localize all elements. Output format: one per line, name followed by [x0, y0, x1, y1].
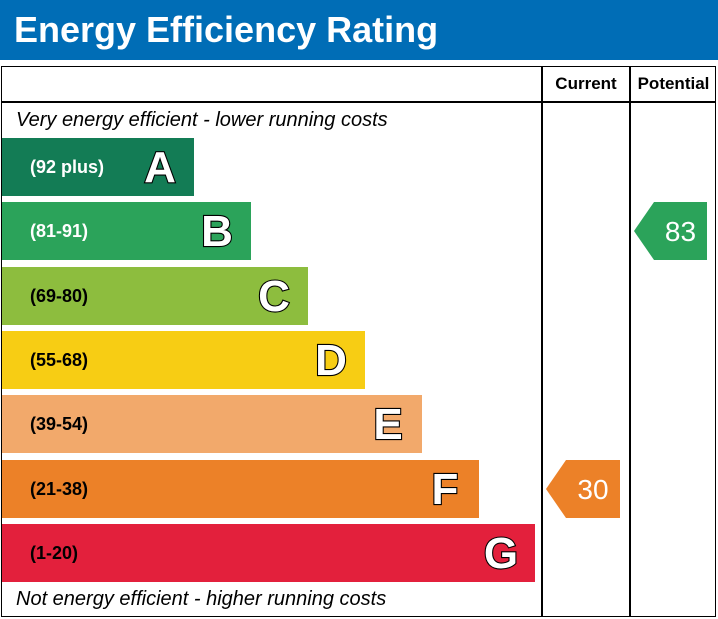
band-range-label: (55-68): [30, 350, 89, 370]
band-g: (1-20) G: [2, 524, 535, 582]
current-rating-value: 30: [577, 474, 608, 505]
band-letter-label: A: [143, 142, 177, 192]
band-letter-label: C: [257, 271, 291, 321]
svg-text:D: D: [315, 336, 347, 385]
band-a: (92 plus) A: [2, 138, 194, 196]
svg-text:C: C: [258, 272, 290, 321]
band-range-label: (1-20): [30, 543, 79, 563]
header-row-divider: [1, 101, 716, 103]
note-top: Very energy efficient - lower running co…: [16, 109, 388, 131]
band-range-label: (81-91): [30, 221, 89, 241]
column-header-current: Current: [555, 74, 617, 93]
band-range-label: (21-38): [30, 479, 89, 499]
band-letter-label: D: [314, 335, 348, 385]
svg-text:E: E: [373, 400, 402, 449]
current-rating-arrow: 30: [546, 460, 620, 518]
svg-text:G: G: [484, 529, 518, 578]
page-title: Energy Efficiency Rating: [14, 9, 439, 50]
svg-text:B: B: [201, 207, 233, 256]
band-range-label: (92 plus): [30, 157, 105, 177]
potential-rating-value: 83: [665, 216, 696, 247]
band-letter-label: G: [483, 528, 519, 578]
band-e: (39-54) E: [2, 395, 422, 453]
svg-text:A: A: [144, 143, 176, 192]
band-f: (21-38) F: [2, 460, 479, 518]
band-d: (55-68) D: [2, 331, 365, 389]
band-c: (69-80) C: [2, 267, 308, 325]
band-range-label: (39-54): [30, 414, 89, 434]
header-bar: Energy Efficiency Rating: [0, 0, 718, 60]
band-letter-label: E: [372, 399, 404, 449]
potential-rating-arrow: 83: [634, 202, 707, 260]
band-range-label: (69-80): [30, 286, 89, 306]
note-bottom: Not energy efficient - higher running co…: [16, 588, 387, 610]
band-letter-label: B: [200, 206, 234, 256]
divider-potential: [629, 66, 631, 617]
divider-current: [541, 66, 543, 617]
column-header-potential: Potential: [637, 74, 710, 93]
band-letter-label: F: [430, 464, 459, 514]
rating-table: [1, 66, 716, 617]
svg-text:F: F: [432, 465, 459, 514]
band-b: (81-91) B: [2, 202, 251, 260]
